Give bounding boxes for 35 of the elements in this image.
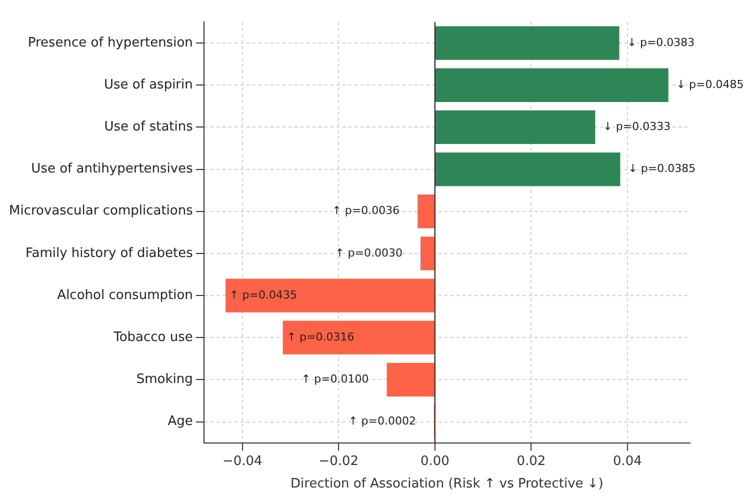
annotation: ↓ p=0.0385: [628, 162, 696, 176]
annotation: ↑ p=0.0100: [301, 372, 369, 386]
annotation: ↑ p=0.0036: [332, 204, 400, 218]
annotation: ↑ p=0.0435: [230, 288, 297, 302]
bar: [418, 194, 434, 228]
annotation: ↑ p=0.0002: [348, 414, 416, 428]
bar: [435, 152, 620, 186]
x-tick-label: 0.02: [516, 454, 546, 469]
y-tick-label: Alcohol consumption: [57, 288, 193, 303]
x-tick-label: −0.02: [318, 454, 359, 469]
x-tick-label: −0.04: [222, 454, 262, 469]
y-tick-label: Use of aspirin: [104, 77, 193, 92]
x-tick-label: 0.00: [420, 454, 450, 469]
y-tick-label: Age: [168, 414, 193, 430]
bar: [282, 320, 434, 354]
y-tick-label: Microvascular complications: [8, 204, 194, 219]
bar: [420, 236, 434, 270]
y-tick-label: Smoking: [136, 372, 193, 388]
bar: [386, 362, 434, 397]
bar: [435, 26, 620, 60]
bar: [435, 110, 596, 144]
x-axis-title: Direction of Association (Risk ↑ vs Protective ↓): [290, 476, 604, 492]
y-tick-label: Family history of diabetes: [25, 246, 194, 261]
bar: [226, 278, 434, 312]
y-tick-label: Presence of hypertension: [28, 35, 193, 50]
annotation: ↓ p=0.0383: [627, 36, 695, 49]
x-tick-label: 0.04: [612, 454, 642, 469]
bar: [435, 68, 668, 102]
annotation: ↑ p=0.0030: [335, 246, 402, 260]
annotation: ↓ p=0.0485: [676, 78, 744, 91]
annotation: ↓ p=0.0333: [603, 120, 671, 134]
y-tick-label: Use of statins: [104, 120, 194, 135]
y-tick-label: Tobacco use: [112, 330, 193, 345]
annotation: ↑ p=0.0316: [286, 330, 354, 344]
y-tick-label: Use of antihypertensives: [31, 162, 194, 177]
